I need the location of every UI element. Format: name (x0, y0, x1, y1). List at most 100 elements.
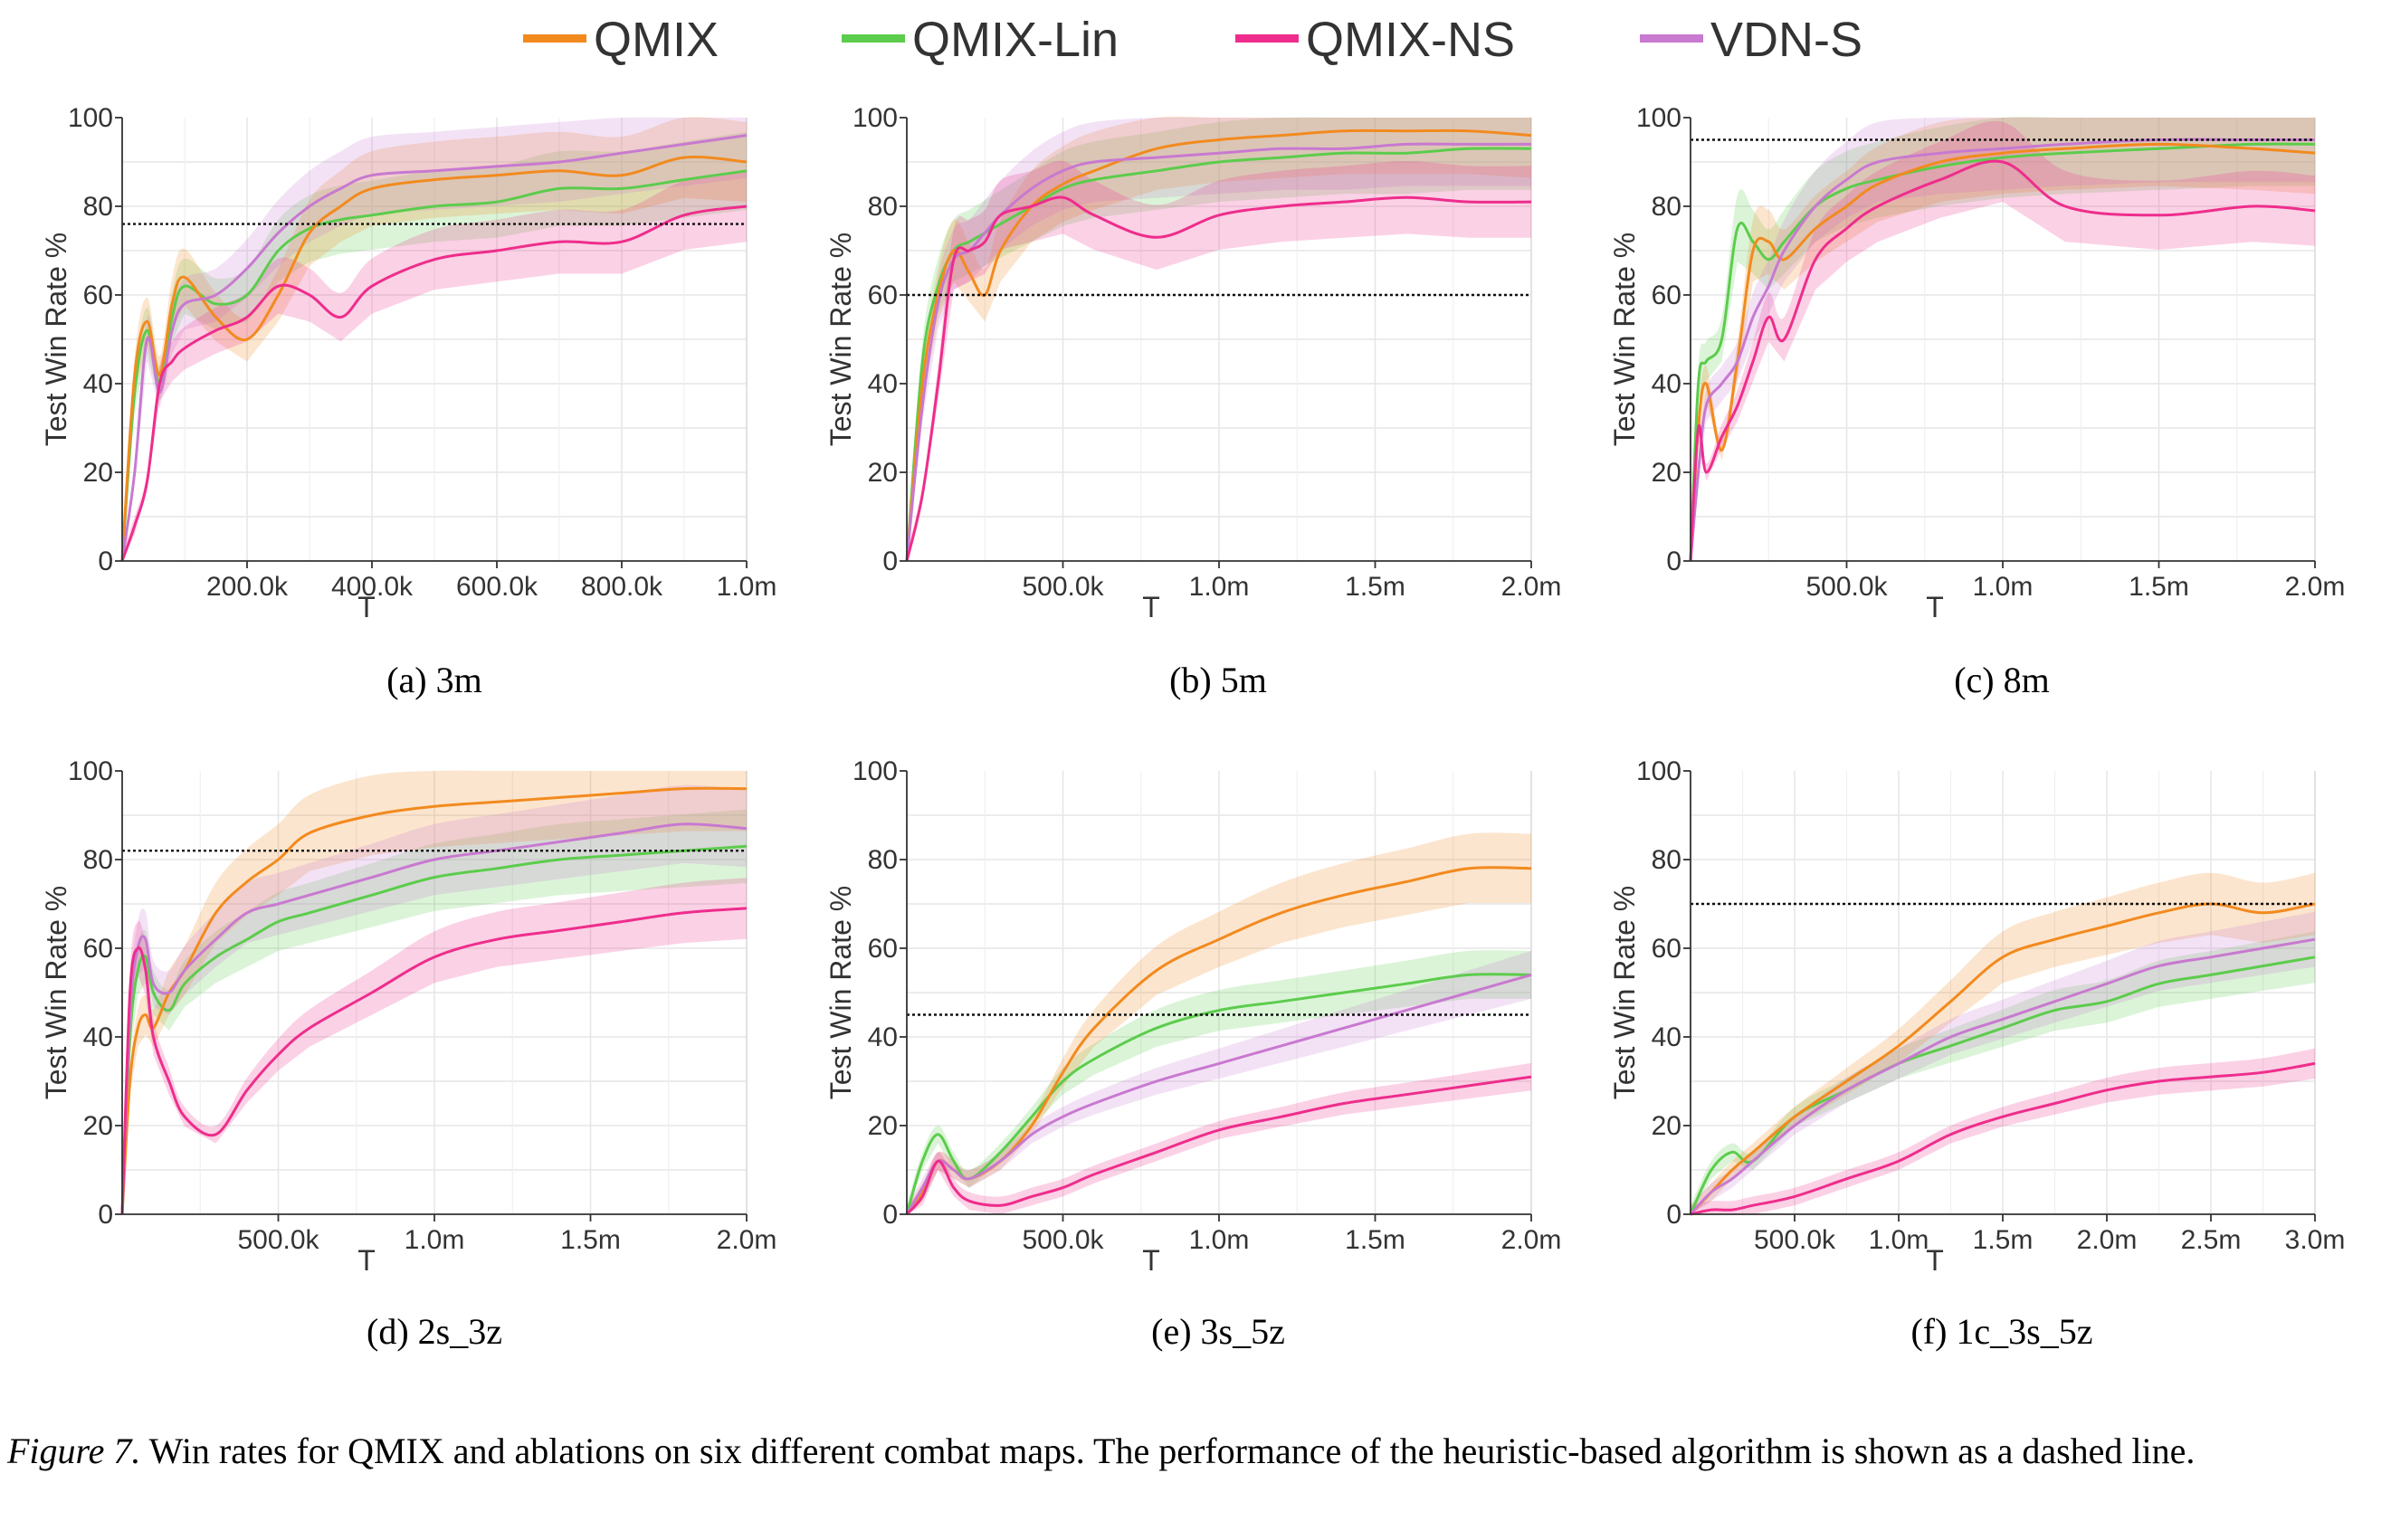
y-tick-label: 40 (1652, 1022, 1681, 1052)
series-line-vdn-s (1689, 138, 2315, 562)
band-qmix-ns (1691, 1048, 2315, 1214)
x-tick-label: 2.0m (2285, 572, 2346, 602)
subcaption-f: (f) 1c_3s_5z (1910, 1311, 2093, 1352)
band-vdn-s (907, 117, 1531, 561)
band-vdn-s (907, 950, 1531, 1214)
y-tick-label: 40 (868, 369, 898, 399)
band-qmix-ns (122, 170, 747, 562)
chart-b-5m: 0 20 40 60 80 100 500.0k 1.0m 1.5m 2.0m T Test Win … (824, 103, 1561, 623)
band-qmix-lin (1691, 117, 2315, 561)
x-tick-label: 1.5m (1973, 1225, 2034, 1255)
subcaption-c: (c) 8m (1954, 660, 2050, 700)
series-line-qmix-ns (905, 195, 1532, 562)
legend: QMIX QMIX-Lin QMIX-NS VDN-S (523, 13, 1862, 67)
x-tick-label: 1.0m (1189, 1225, 1250, 1255)
x-axis-label: T (1142, 1244, 1160, 1277)
series-line-qmix-lin (1689, 955, 2316, 1215)
chart-a-3m: 0 20 40 60 80 100 200.0k 400.0k 600.0k 800.0k 1.0m… (40, 103, 776, 623)
y-tick-label: 80 (83, 192, 113, 222)
y-tick-label: 40 (1652, 369, 1681, 399)
chart-f-1c-3s-5z: 0 20 40 60 80 100 500.0k 1.0m 1.5m 2.0m 2.5m 3.0m T T… (1608, 756, 2345, 1277)
chart-e-3s-5z: 0 20 40 60 80 100 500.0k 1.0m 1.5m 2.0m T Test Win … (824, 756, 1561, 1277)
chart-d-2s-3z: 0 20 40 60 80 100 500.0k 1.0m 1.5m 2.0m T Test Win … (40, 756, 776, 1277)
series-line-vdn-s (1689, 937, 2316, 1216)
caption-lead: Figure 7. (7, 1431, 141, 1471)
x-tick-label: 1.5m (560, 1225, 621, 1255)
y-axis-label: Test Win Rate % (1608, 886, 1641, 1100)
grid (1691, 118, 2316, 561)
y-tick-label: 60 (83, 934, 113, 964)
legend-entry-vdn-s: VDN-S (1640, 13, 1862, 67)
y-tick-label: 100 (853, 756, 898, 786)
y-tick-label: 100 (1636, 103, 1681, 133)
y-tick-label: 20 (83, 458, 113, 488)
y-tick-label: 100 (1636, 756, 1681, 786)
legend-label: QMIX-Lin (912, 13, 1119, 67)
x-tick-label: 3.0m (2285, 1225, 2346, 1255)
x-tick-label: 1.5m (2129, 572, 2189, 602)
band-qmix-lin (907, 117, 1531, 561)
band-qmix-lin (122, 809, 747, 1214)
y-tick-label: 0 (1666, 1200, 1681, 1230)
subcaption-d: (d) 2s_3z (367, 1311, 502, 1352)
x-tick-label: 200.0k (206, 572, 289, 602)
x-tick-label: 400.0k (331, 572, 414, 602)
band-vdn-s (122, 117, 747, 561)
y-tick-label: 60 (1652, 934, 1681, 964)
band-qmix (1691, 872, 2315, 1214)
legend-label: QMIX-NS (1306, 13, 1515, 67)
x-tick-label: 2.5m (2181, 1225, 2242, 1255)
x-axis-label: T (1926, 591, 1944, 623)
legend-swatch (842, 34, 905, 43)
y-axis-label: Test Win Rate % (40, 233, 72, 447)
x-tick-label: 2.0m (2077, 1225, 2138, 1255)
y-tick-label: 20 (1652, 1111, 1681, 1141)
series-line-qmix-ns (1689, 159, 2316, 562)
y-tick-label: 80 (1652, 192, 1681, 222)
series-line-qmix (1689, 902, 2316, 1216)
x-tick-label: 1.0m (1869, 1225, 1929, 1255)
y-axis-label: Test Win Rate % (40, 886, 72, 1100)
band-qmix (907, 832, 1531, 1214)
x-tick-label: 1.0m (405, 1225, 465, 1255)
x-tick-label: 500.0k (237, 1225, 319, 1255)
y-tick-label: 0 (882, 1200, 898, 1230)
y-axis-label: Test Win Rate % (824, 886, 857, 1100)
series-line-qmix-ns (1690, 1061, 2316, 1216)
band-qmix-lin (1691, 931, 2315, 1214)
series-line-qmix (1689, 142, 2316, 562)
series-line-vdn-s (120, 822, 748, 1215)
y-tick-label: 100 (68, 103, 113, 133)
series-line-qmix (905, 128, 1532, 562)
series-line-qmix-lin (905, 147, 1532, 562)
band-qmix-lin (907, 950, 1531, 1214)
x-tick-label: 500.0k (1754, 1225, 1836, 1255)
x-tick-label: 800.0k (581, 572, 663, 602)
band-vdn-s (122, 784, 747, 1214)
legend-entry-qmix: QMIX (523, 13, 719, 67)
x-tick-label: 500.0k (1022, 572, 1104, 602)
x-axis-label: T (1142, 591, 1160, 623)
y-tick-label: 20 (868, 458, 898, 488)
series-line-qmix-lin (120, 844, 748, 1215)
series-line-qmix-ns (905, 1075, 1532, 1216)
x-tick-label: 2.0m (1501, 1225, 1562, 1255)
y-tick-label: 20 (83, 1111, 113, 1141)
y-tick-label: 100 (68, 756, 113, 786)
y-tick-label: 40 (83, 369, 113, 399)
x-tick-label: 500.0k (1022, 1225, 1104, 1255)
band-qmix-ns (122, 878, 747, 1214)
y-tick-label: 60 (868, 280, 898, 310)
legend-swatch (1235, 34, 1299, 43)
y-tick-label: 40 (83, 1022, 113, 1052)
band-qmix-ns (907, 1062, 1531, 1214)
y-tick-label: 20 (868, 1111, 898, 1141)
y-tick-label: 0 (98, 547, 113, 576)
y-tick-label: 60 (868, 934, 898, 964)
band-qmix-lin (122, 131, 747, 561)
x-tick-label: 1.0m (1973, 572, 2034, 602)
grid (1691, 771, 2316, 1214)
legend-label: VDN-S (1710, 13, 1862, 67)
x-tick-label: 2.0m (717, 1225, 777, 1255)
series-line-qmix-ns (120, 907, 748, 1215)
